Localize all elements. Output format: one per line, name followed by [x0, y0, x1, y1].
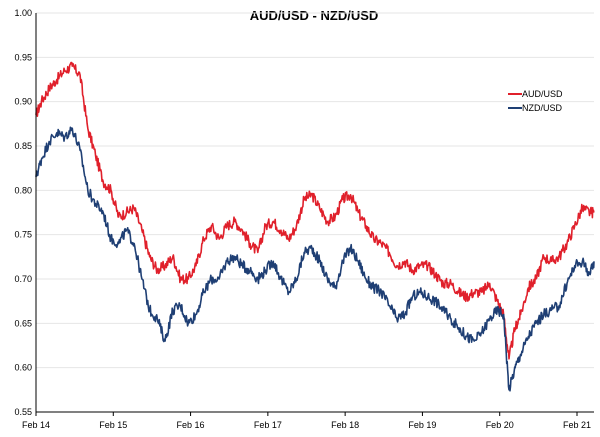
- y-tick-label: 0.85: [14, 141, 32, 151]
- x-tick-label: Feb 14: [22, 420, 50, 430]
- x-tick-label: Feb 19: [408, 420, 436, 430]
- y-tick-label: 0.75: [14, 230, 32, 240]
- y-tick-label: 1.00: [14, 8, 32, 18]
- series-line-aud-usd: [35, 61, 595, 360]
- y-tick-label: 0.65: [14, 318, 32, 328]
- x-tick-label: Feb 15: [99, 420, 127, 430]
- y-tick-label: 0.60: [14, 363, 32, 373]
- legend: AUD/USD NZD/USD: [508, 89, 563, 113]
- x-tick-label: Feb 18: [331, 420, 359, 430]
- grid-layer: [36, 12, 594, 369]
- x-tick-label: Feb 20: [486, 420, 514, 430]
- x-tick-label: Feb 21: [563, 420, 591, 430]
- legend-label: NZD/USD: [522, 103, 562, 113]
- y-tick-label: 0.55: [14, 407, 32, 417]
- x-tick-label: Feb 16: [177, 420, 205, 430]
- y-tick-label: 0.90: [14, 97, 32, 107]
- y-tick-label: 0.80: [14, 185, 32, 195]
- x-tick-label: Feb 17: [254, 420, 282, 430]
- legend-label: AUD/USD: [522, 89, 563, 99]
- axis-layer: 0.55 0.60 0.65 0.70 0.75 0.80 0.85 0.90 0.95 1.00…: [14, 8, 594, 430]
- chart-title: AUD/USD - NZD/USD: [250, 8, 379, 23]
- y-tick-label: 0.70: [14, 274, 32, 284]
- series-line-nzd-usd: [35, 126, 595, 392]
- y-tick-label: 0.95: [14, 52, 32, 62]
- series-layer: [35, 61, 595, 392]
